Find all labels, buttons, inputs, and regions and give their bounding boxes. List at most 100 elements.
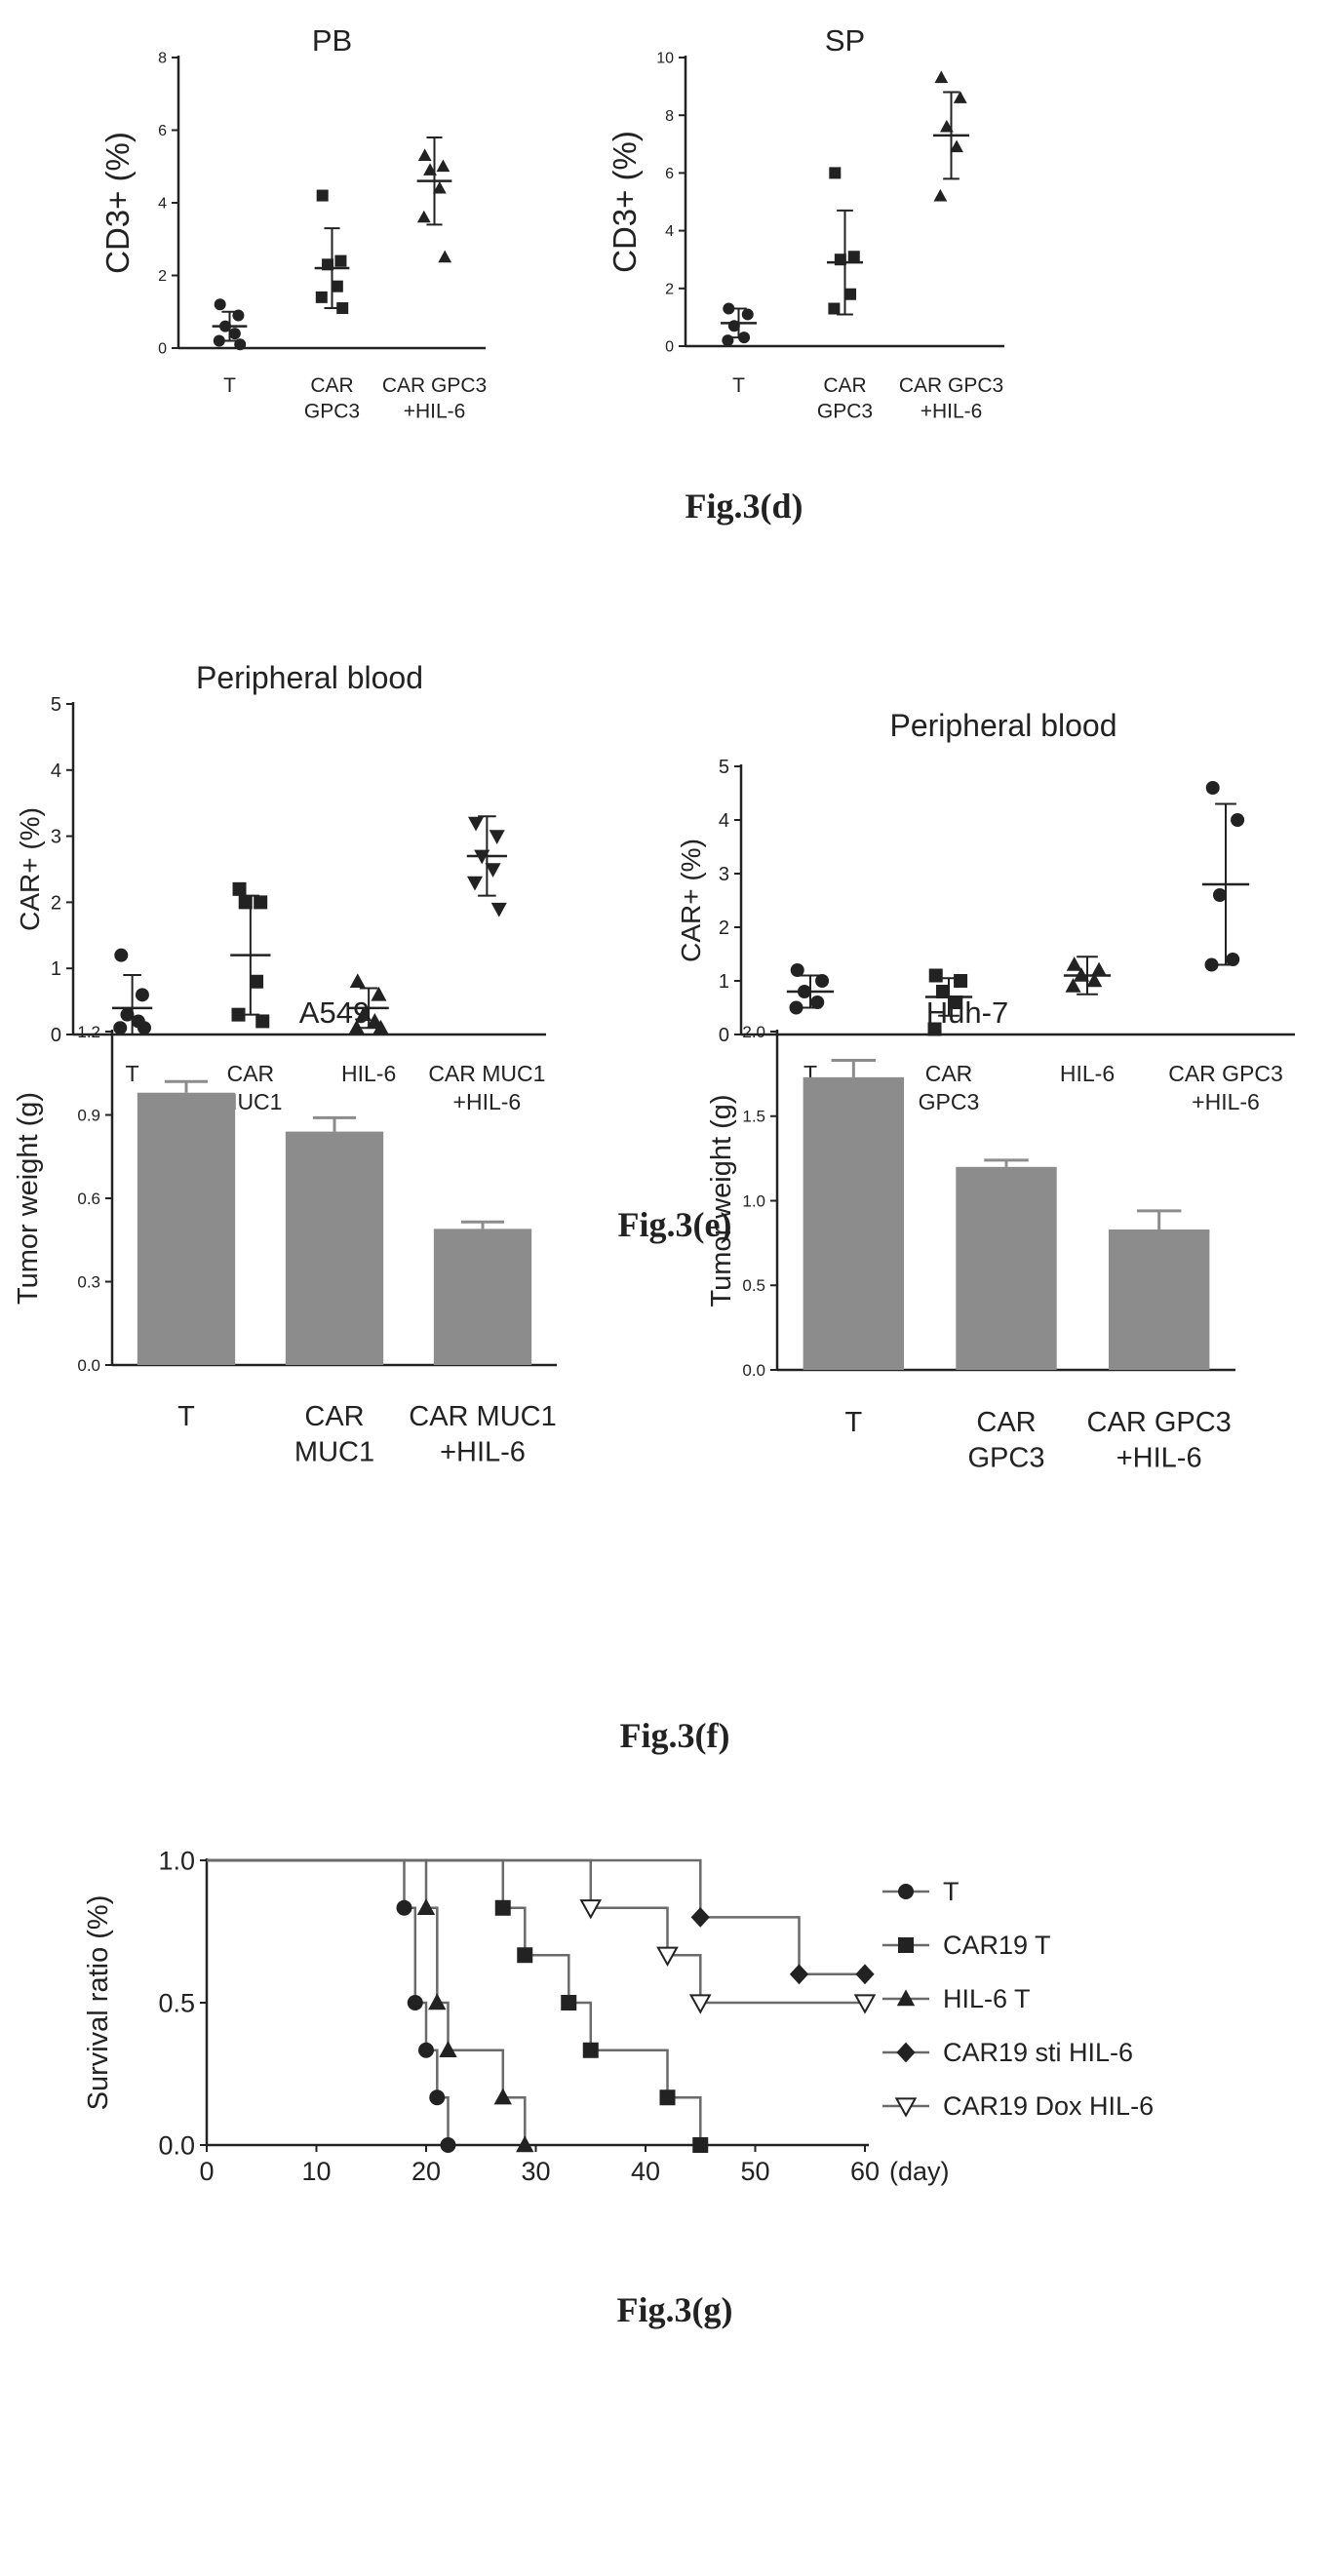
data-point — [953, 91, 967, 103]
x-tick-label: 20 — [411, 2157, 441, 2186]
data-point — [432, 180, 447, 194]
bar — [956, 1166, 1057, 1370]
data-point — [232, 881, 247, 896]
data-point — [234, 338, 247, 351]
data-point — [250, 974, 264, 989]
data-point — [315, 291, 328, 303]
data-point — [939, 119, 954, 133]
data-point — [950, 139, 963, 153]
survival-marker — [855, 1964, 875, 1985]
y-tick-label: 8 — [158, 51, 167, 67]
x-category-label: HIL-6 — [341, 1061, 396, 1086]
x-category-label: T — [223, 374, 236, 397]
x-category-label: CAR GPC3 +HIL-6 — [899, 374, 1003, 422]
x-category-label-line: CAR MUC1 — [428, 1061, 545, 1086]
survival-marker — [656, 1946, 679, 1967]
survival-marker — [428, 1993, 447, 2010]
x-category-label-line: +HIL-6 — [921, 400, 983, 422]
x-category-label: CAR GPC3 — [919, 1061, 980, 1114]
data-point — [228, 328, 241, 340]
legend-label: HIL-6 T — [943, 1984, 1031, 2013]
x-category-label-line: GPC3 — [919, 1089, 980, 1114]
survival-marker — [429, 2089, 446, 2106]
y-tick-label: 1.5 — [742, 1108, 765, 1126]
data-point — [1091, 961, 1108, 977]
data-point — [474, 849, 490, 865]
data-point — [723, 302, 735, 315]
data-point — [485, 863, 501, 878]
chart-title: SP — [825, 23, 865, 58]
bar — [137, 1092, 236, 1365]
legend-label: CAR19 T — [943, 1931, 1051, 1960]
data-point — [738, 332, 751, 344]
x-category-label-line: CAR — [925, 1061, 973, 1086]
data-point — [1086, 972, 1103, 988]
x-category-label-line: T — [844, 1407, 862, 1438]
y-tick-label: 2 — [51, 892, 61, 914]
x-category-label-line: GPC3 — [817, 400, 873, 422]
y-tick-label: 4 — [665, 223, 674, 240]
data-point — [254, 895, 268, 910]
y-axis-label: CAR+ (%) — [676, 839, 706, 962]
survival-marker — [407, 1995, 423, 2010]
y-tick-label: 0.5 — [742, 1276, 765, 1295]
chart-title: Peripheral blood — [889, 708, 1117, 743]
x-tick-label: 30 — [521, 2157, 550, 2186]
x-category-label: CAR GPC3 +HIL-6 — [1087, 1407, 1232, 1473]
y-axis-label: Tumor weight (g) — [13, 1092, 44, 1305]
y-tick-label: 0 — [665, 339, 674, 356]
x-category-label-line: +HIL-6 — [440, 1436, 526, 1467]
data-point — [790, 963, 804, 977]
y-tick-label: 0 — [51, 1025, 61, 1046]
data-point — [436, 159, 451, 173]
data-point — [828, 302, 841, 315]
data-point — [722, 334, 734, 347]
x-category-label: HIL-6 — [1060, 1061, 1115, 1086]
legend-label: T — [943, 1877, 960, 1906]
data-point — [355, 1006, 372, 1021]
x-category-label-line: MUC1 — [294, 1436, 374, 1467]
chart-title: Huh-7 — [926, 995, 1008, 1030]
data-point — [213, 334, 225, 347]
y-tick-label: 0.0 — [742, 1361, 765, 1380]
bar — [285, 1131, 384, 1365]
y-tick-label: 0.6 — [77, 1190, 100, 1208]
y-axis-label: CAR+ (%) — [15, 807, 45, 931]
x-category-label-line: +HIL-6 — [1192, 1089, 1260, 1114]
y-axis-label: CD3+ (%) — [99, 132, 136, 274]
x-category-label-line: CAR — [227, 1061, 275, 1086]
data-point — [1212, 888, 1227, 902]
x-category-label-line: CAR — [823, 374, 866, 397]
x-category-label: CAR GPC3 — [817, 374, 873, 422]
data-point — [232, 309, 245, 322]
data-point — [727, 320, 740, 332]
y-tick-label: 3 — [719, 864, 729, 885]
y-tick-label: 0.5 — [158, 1988, 195, 2017]
survival-marker — [439, 2041, 457, 2057]
legend-marker — [896, 2042, 916, 2063]
data-point — [810, 995, 825, 1009]
data-point — [934, 70, 949, 84]
data-point — [797, 985, 811, 998]
y-tick-label: 2.0 — [742, 1023, 765, 1041]
y-tick-label: 8 — [665, 108, 674, 125]
data-point — [135, 988, 149, 1002]
chart-title: PB — [312, 23, 352, 58]
survival-marker — [516, 2135, 534, 2153]
survival-marker — [517, 1947, 533, 1964]
data-point — [120, 1007, 135, 1022]
x-category-label: CAR MUC1 — [294, 1401, 374, 1467]
chart-title: Peripheral blood — [196, 660, 423, 695]
data-point — [114, 948, 129, 962]
x-category-label: CAR GPC3 — [968, 1407, 1045, 1473]
x-category-label: CAR GPC3 +HIL-6 — [382, 374, 487, 422]
x-tick-label: 10 — [301, 2157, 331, 2186]
x-tick-label: 50 — [740, 2157, 769, 2186]
data-point — [954, 974, 968, 988]
survival-marker — [416, 1898, 436, 1915]
data-point — [137, 1021, 151, 1035]
y-tick-label: 0.3 — [77, 1272, 100, 1291]
data-point — [847, 251, 860, 263]
data-point — [255, 1014, 270, 1029]
data-point — [371, 986, 387, 1001]
